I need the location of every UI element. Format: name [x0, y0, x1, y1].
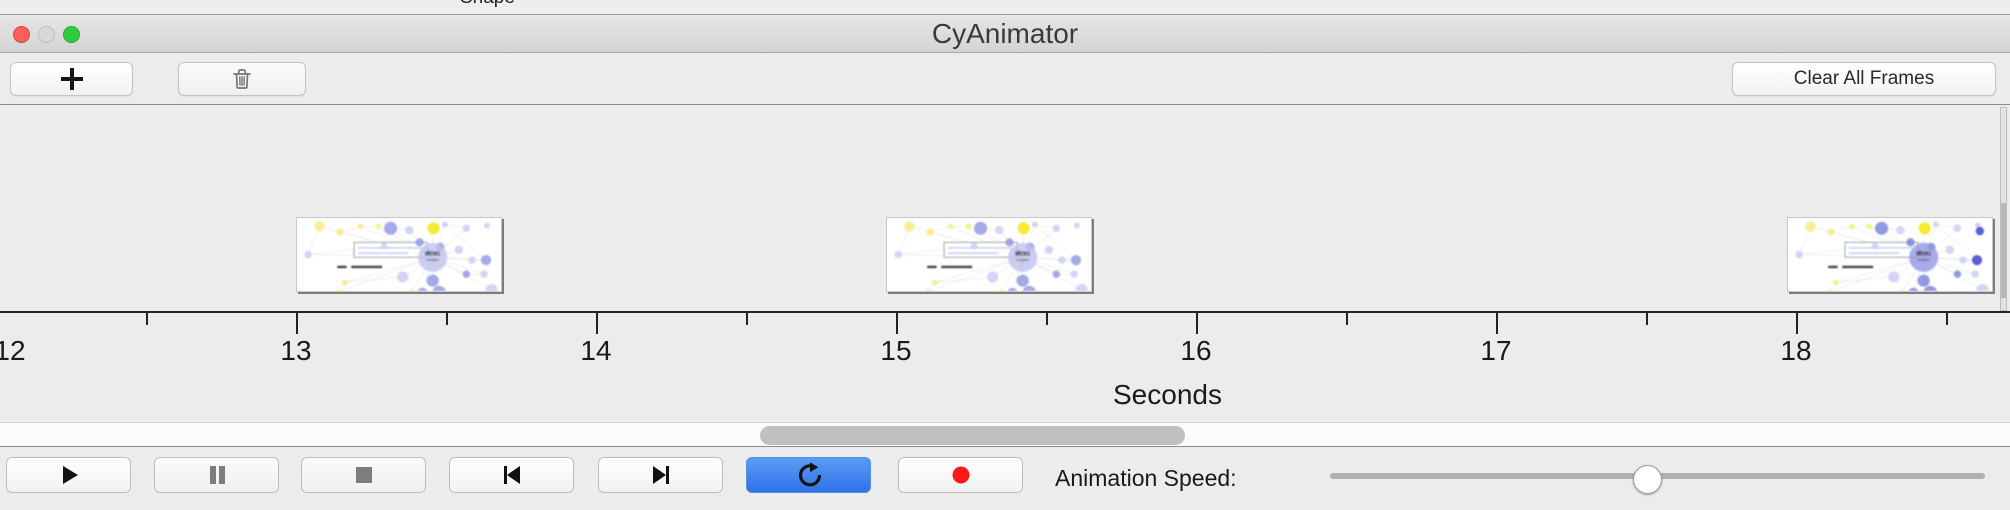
svg-text:MCM1: MCM1 — [1916, 251, 1931, 257]
svg-text:complex: complex — [426, 258, 439, 262]
svg-text:MCM1: MCM1 — [1015, 251, 1030, 257]
svg-text:MCM1: MCM1 — [425, 251, 440, 257]
svg-text:complex: complex — [1016, 258, 1029, 262]
svg-text:complex: complex — [1917, 258, 1930, 262]
